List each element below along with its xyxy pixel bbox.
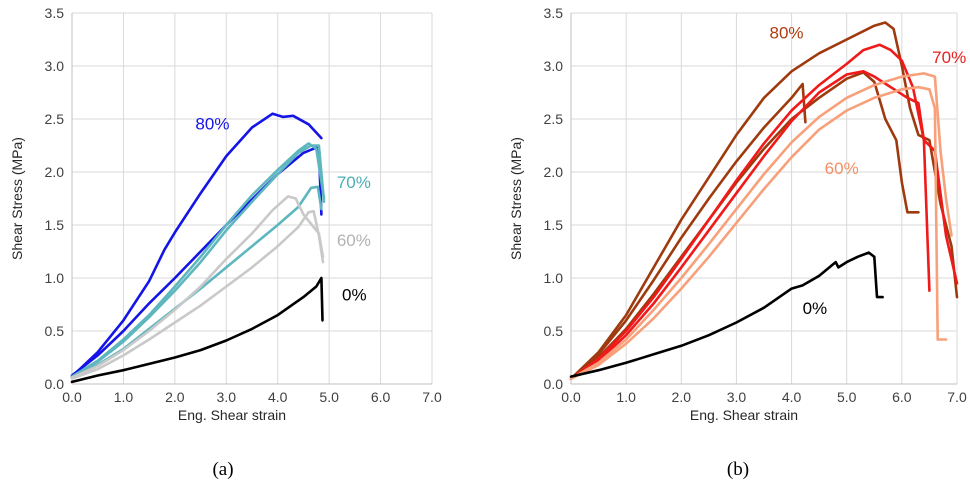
y-tick-label: 2.5 xyxy=(45,111,65,127)
annotation-label: 60% xyxy=(337,231,371,250)
x-tick-label: 5.0 xyxy=(837,389,857,405)
x-tick-label: 2.0 xyxy=(165,389,185,405)
y-tick-label: 0.5 xyxy=(544,323,564,339)
series-line-80pct xyxy=(569,21,959,381)
series-line-60pct xyxy=(569,85,948,381)
annotation-label: 0% xyxy=(803,299,828,318)
series-line-70pct xyxy=(70,185,323,379)
x-tick-label: 4.0 xyxy=(782,389,802,405)
y-tick-label: 3.5 xyxy=(544,5,564,21)
y-tick-label: 0.5 xyxy=(45,323,65,339)
x-tick-label: 7.0 xyxy=(422,389,442,405)
annotation-label: 80% xyxy=(195,115,229,134)
chart-panel-a: 0.0 1.0 2.0 3.0 4.0 5.0 6.0 7.0 0.0 0.5 1.0 1.5 2.0 2… xyxy=(9,5,442,480)
y-tick-label: 1.0 xyxy=(544,270,564,286)
y-tick-label: 2.0 xyxy=(45,164,65,180)
x-tick-label: 4.0 xyxy=(268,389,288,405)
y-tick-label: 3.5 xyxy=(45,5,65,21)
x-tick-label: 6.0 xyxy=(892,389,912,405)
y-tick-label: 1.0 xyxy=(45,270,65,286)
x-tick-label: 3.0 xyxy=(217,389,237,405)
x-axis-title: Eng. Shear strain xyxy=(178,407,286,423)
annotation-label: 70% xyxy=(932,48,966,67)
y-tick-label: 3.0 xyxy=(544,58,564,74)
series-line-60pct xyxy=(569,72,953,381)
series-line-80pct xyxy=(70,112,323,378)
series-line-70pct xyxy=(70,144,326,379)
y-tick-label: 3.0 xyxy=(45,58,65,74)
panel-caption: (b) xyxy=(727,459,749,480)
y-axis-title: Shear Stress (MPa) xyxy=(508,137,524,260)
x-axis-title: Eng. Shear strain xyxy=(690,407,798,423)
series-line-60pct xyxy=(70,209,325,381)
x-tick-label: 1.0 xyxy=(616,389,636,405)
y-axis-title: Shear Stress (MPa) xyxy=(9,137,25,260)
x-tick-label: 5.0 xyxy=(319,389,339,405)
annotation-label: 60% xyxy=(825,159,859,178)
x-tick-label: 0.0 xyxy=(561,389,581,405)
y-tick-label: 2.0 xyxy=(544,164,564,180)
series-line-60pct xyxy=(70,195,325,379)
annotation-label: 70% xyxy=(337,173,371,192)
y-tick-label: 0.0 xyxy=(544,376,564,392)
series-line-70pct xyxy=(569,70,959,381)
series-line-0pct xyxy=(70,276,324,384)
x-tick-label: 3.0 xyxy=(727,389,747,405)
x-tick-label: 6.0 xyxy=(371,389,391,405)
y-tick-label: 1.5 xyxy=(45,217,65,233)
x-tick-label: 7.0 xyxy=(947,389,967,405)
panel-caption: (a) xyxy=(212,459,233,480)
series-line-70pct xyxy=(70,142,326,378)
y-tick-label: 1.5 xyxy=(544,217,564,233)
chart-panel-b: 0.0 1.0 2.0 3.0 4.0 5.0 6.0 7.0 0.0 0.5 1.0 1.5 2.0 2… xyxy=(508,5,967,480)
y-tick-label: 2.5 xyxy=(544,111,564,127)
annotation-label: 0% xyxy=(342,285,367,304)
annotation-label: 80% xyxy=(770,23,804,42)
series-line-80pct xyxy=(569,82,807,381)
y-tick-label: 0.0 xyxy=(45,376,65,392)
x-tick-label: 0.0 xyxy=(62,389,82,405)
x-tick-label: 2.0 xyxy=(672,389,692,405)
series-line-70pct xyxy=(569,43,931,381)
series-line-0pct xyxy=(569,251,884,378)
x-tick-label: 1.0 xyxy=(114,389,134,405)
